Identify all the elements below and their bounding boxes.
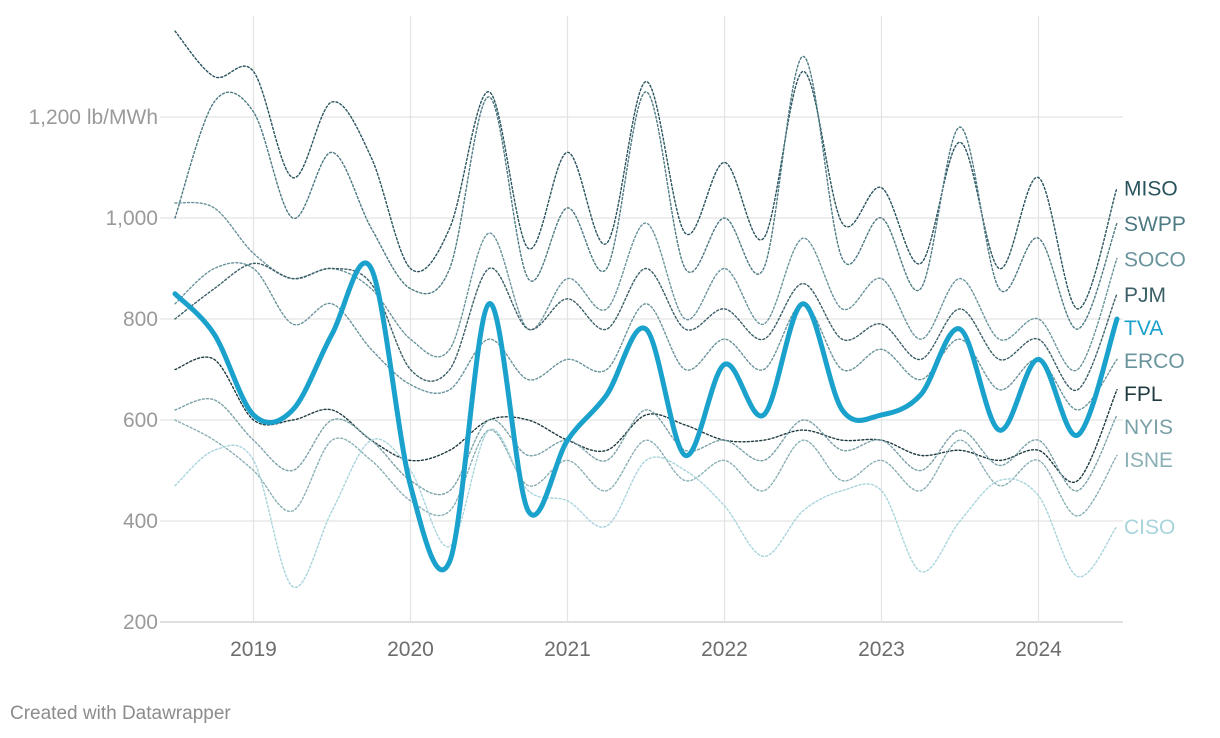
x-tick-label-2023: 2023: [858, 638, 905, 661]
series-line-fpl: [174, 356, 1118, 484]
series-line-miso: [174, 30, 1118, 310]
y-axis: 200 400 600 800 1,000 1,200 lb/MWh: [28, 106, 158, 634]
series-line-isne: [174, 419, 1118, 517]
y-tick-label-400: 400: [123, 510, 158, 533]
x-axis: 2019 2020 2021 2022 2023 2024: [230, 638, 1062, 661]
x-tick-label-2022: 2022: [701, 638, 748, 661]
x-tick-label-2024: 2024: [1015, 638, 1062, 661]
series-line-tva: [172, 260, 1120, 573]
series-label-nyis: NYIS: [1124, 416, 1173, 439]
series-label-miso: MISO: [1124, 178, 1178, 201]
y-tick-label-200: 200: [123, 611, 158, 634]
credit-text: Created with Datawrapper: [10, 703, 231, 724]
series-line-nyis: [174, 398, 1118, 496]
series-label-pjm: PJM: [1124, 284, 1166, 307]
y-tick-label-1000: 1,000: [105, 207, 158, 230]
x-tick-label-2019: 2019: [230, 638, 277, 661]
series-label-isne: ISNE: [1124, 449, 1173, 472]
series-label-ciso: CISO: [1124, 516, 1175, 539]
x-tick-label-2020: 2020: [387, 638, 434, 661]
series-label-tva: TVA: [1124, 317, 1163, 340]
series-label-erco: ERCO: [1124, 350, 1185, 373]
series-line-swpp: [174, 55, 1118, 330]
series-labels: MISO SWPP SOCO PJM TVA ERCO FPL NYIS ISNE CISO: [1124, 178, 1186, 539]
x-tick-label-2021: 2021: [544, 638, 591, 661]
series-lines: [172, 30, 1120, 589]
y-tick-label-800: 800: [123, 308, 158, 331]
series-line-pjm: [174, 262, 1118, 391]
series-line-ciso: [174, 428, 1118, 589]
series-label-fpl: FPL: [1124, 383, 1163, 406]
y-tick-label-1200: 1,200 lb/MWh: [28, 106, 158, 129]
series-label-soco: SOCO: [1124, 248, 1186, 271]
series-label-swpp: SWPP: [1124, 213, 1186, 236]
series-line-soco: [174, 201, 1118, 372]
series-line-erco: [174, 262, 1118, 411]
grid: [160, 16, 1123, 623]
y-tick-label-600: 600: [123, 409, 158, 432]
